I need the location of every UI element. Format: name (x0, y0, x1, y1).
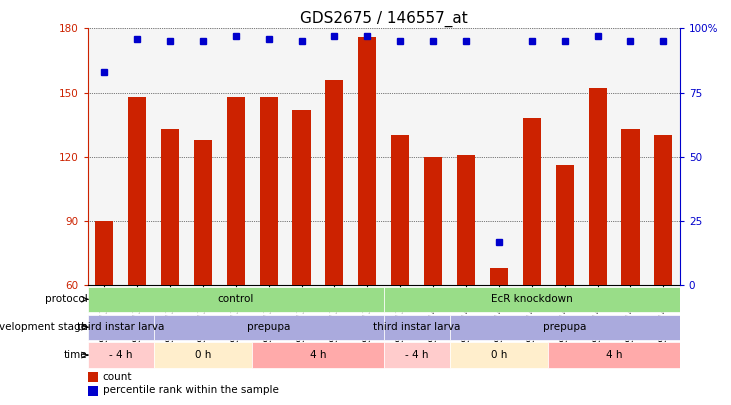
Bar (227, 97, 245, 285)
Bar (621, 129, 640, 285)
Text: third instar larva: third instar larva (373, 322, 461, 332)
Bar (128, 97, 146, 285)
Bar (556, 165, 574, 285)
Text: percentile rank within the sample: percentile rank within the sample (102, 386, 279, 396)
Text: third instar larva: third instar larva (77, 322, 164, 332)
FancyBboxPatch shape (384, 315, 450, 340)
Title: GDS2675 / 146557_at: GDS2675 / 146557_at (300, 11, 468, 27)
Bar (654, 135, 673, 285)
FancyBboxPatch shape (88, 315, 154, 340)
Bar (95, 221, 113, 285)
Text: development stage: development stage (0, 322, 88, 332)
Text: prepupa: prepupa (543, 322, 586, 332)
Bar (424, 157, 442, 285)
Bar (194, 140, 212, 285)
Bar (457, 155, 475, 285)
FancyBboxPatch shape (548, 343, 680, 368)
FancyBboxPatch shape (450, 315, 680, 340)
Text: time: time (64, 350, 88, 360)
FancyBboxPatch shape (88, 343, 154, 368)
Bar (260, 97, 278, 285)
Text: 4 h: 4 h (310, 350, 326, 360)
Bar (292, 110, 311, 285)
Text: - 4 h: - 4 h (109, 350, 132, 360)
Text: 4 h: 4 h (606, 350, 622, 360)
Text: 0 h: 0 h (491, 350, 507, 360)
FancyBboxPatch shape (384, 343, 450, 368)
Bar (88, 386, 99, 396)
FancyBboxPatch shape (384, 287, 680, 312)
Bar (391, 135, 409, 285)
Bar (588, 88, 607, 285)
Text: prepupa: prepupa (247, 322, 290, 332)
Text: 0 h: 0 h (194, 350, 211, 360)
FancyBboxPatch shape (450, 343, 548, 368)
Bar (358, 37, 376, 285)
FancyBboxPatch shape (88, 287, 384, 312)
Bar (490, 268, 508, 285)
Text: count: count (102, 371, 132, 382)
Bar (325, 80, 344, 285)
Bar (88, 372, 99, 382)
Text: control: control (218, 294, 254, 304)
Text: - 4 h: - 4 h (405, 350, 428, 360)
Text: EcR knockdown: EcR knockdown (491, 294, 572, 304)
FancyBboxPatch shape (154, 315, 384, 340)
Bar (523, 118, 541, 285)
Text: protocol: protocol (45, 294, 88, 304)
FancyBboxPatch shape (252, 343, 384, 368)
Bar (161, 129, 179, 285)
FancyBboxPatch shape (154, 343, 252, 368)
